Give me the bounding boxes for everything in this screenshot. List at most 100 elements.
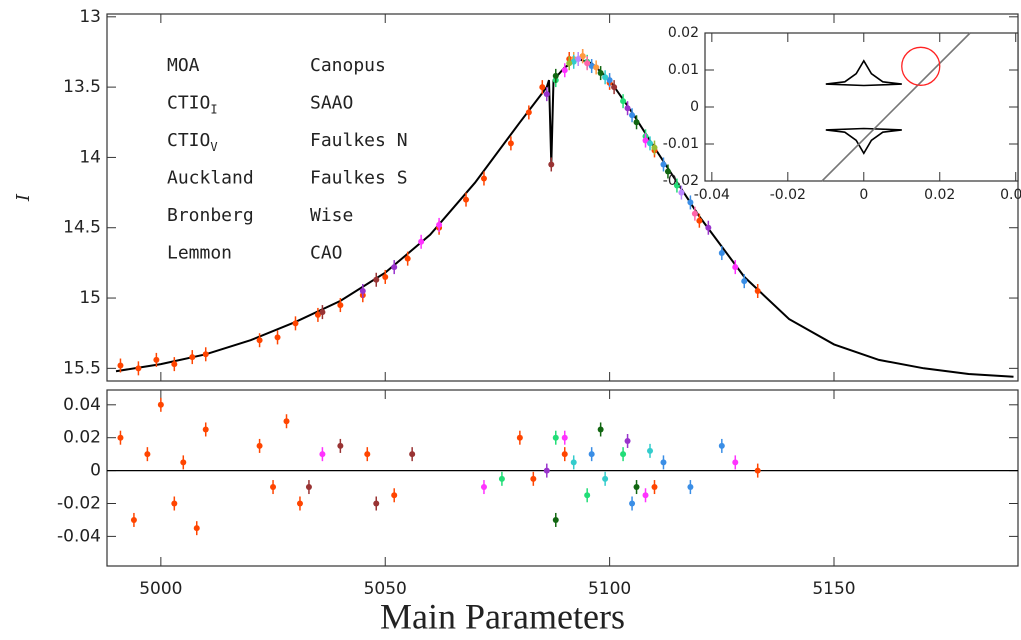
data-point <box>364 451 371 458</box>
legend-text: CTIO <box>167 130 210 151</box>
data-point <box>373 276 380 283</box>
y-tick-label: 14.5 <box>63 218 101 238</box>
data-point <box>117 362 124 369</box>
data-point <box>539 84 546 91</box>
data-point <box>629 500 636 507</box>
data-point <box>189 354 196 361</box>
x-tick-label: -0.02 <box>770 187 806 203</box>
legend-label: MOA <box>167 55 200 76</box>
data-point <box>660 161 667 168</box>
x-tick-label: 5150 <box>812 579 855 599</box>
data-point <box>575 55 582 62</box>
series-line <box>825 127 902 155</box>
data-point <box>180 459 187 466</box>
data-point <box>418 238 425 245</box>
data-point <box>552 516 559 523</box>
data-point <box>382 273 389 280</box>
legend-label: Lemmon <box>167 243 232 264</box>
data-point <box>498 475 505 482</box>
legend-label: Auckland <box>167 168 254 189</box>
data-point <box>718 442 725 449</box>
data-point <box>543 467 550 474</box>
x-tick-label: 0.04 <box>1000 187 1021 203</box>
x-tick-label: 5050 <box>364 579 407 599</box>
data-point <box>597 426 604 433</box>
y-tick-label: 13.5 <box>63 77 101 97</box>
data-point <box>436 221 443 228</box>
data-point <box>193 525 200 532</box>
legend-text: Lemmon <box>167 243 232 264</box>
data-point <box>754 467 761 474</box>
y-tick-label: 0.01 <box>668 62 699 78</box>
legend-text: CTIO <box>167 93 210 114</box>
y-tick-label: 15.5 <box>63 358 101 378</box>
y-tick-label: 0 <box>690 99 699 115</box>
series-line <box>825 59 902 87</box>
y-tick-label: 0 <box>90 461 101 481</box>
data-point <box>561 451 568 458</box>
data-point <box>741 278 748 285</box>
data-point <box>153 356 160 363</box>
x-tick-label: 0.02 <box>924 187 955 203</box>
data-point <box>570 459 577 466</box>
data-point <box>624 105 631 112</box>
data-point <box>202 426 209 433</box>
legend-text: MOA <box>167 55 200 76</box>
data-point <box>673 182 680 189</box>
data-point <box>611 84 618 91</box>
data-point <box>270 484 277 491</box>
data-point <box>256 442 263 449</box>
data-point <box>642 137 649 144</box>
data-point <box>171 361 178 368</box>
y-axis-label: I <box>13 193 34 202</box>
x-tick-label: 5000 <box>139 579 182 599</box>
plot-frame <box>704 32 1019 182</box>
data-point <box>561 434 568 441</box>
legend-text: Faulkes N <box>310 130 408 151</box>
y-tick-label: -0.02 <box>57 493 101 513</box>
legend-text: Auckland <box>167 168 254 189</box>
data-point <box>651 484 658 491</box>
data-point <box>754 288 761 295</box>
data-point <box>157 401 164 408</box>
y-tick-label: 0.02 <box>668 25 699 41</box>
data-point <box>202 351 209 358</box>
data-point <box>552 72 559 79</box>
data-point <box>480 484 487 491</box>
data-point <box>530 475 537 482</box>
data-point <box>620 98 627 105</box>
data-point <box>409 451 416 458</box>
data-point <box>691 210 698 217</box>
x-tick-label: -0.04 <box>694 187 730 203</box>
data-point <box>463 196 470 203</box>
data-point <box>319 309 326 316</box>
data-point <box>171 500 178 507</box>
data-point <box>507 140 514 147</box>
legend-label: CTIOV <box>167 130 218 154</box>
y-tick-label: -0.02 <box>663 173 699 189</box>
x-tick-label: 5100 <box>588 579 631 599</box>
x-tick-label: 0 <box>859 187 868 203</box>
data-point <box>292 320 299 327</box>
data-point <box>543 91 550 98</box>
data-point <box>696 217 703 224</box>
legend-label: Faulkes S <box>310 168 408 189</box>
data-point <box>593 64 600 71</box>
source-circle <box>901 46 941 86</box>
legend-subscript: V <box>210 140 217 154</box>
y-tick-label: -0.01 <box>663 136 699 152</box>
y-tick-label: 0.04 <box>63 395 101 415</box>
legend-text: Canopus <box>310 55 386 76</box>
legend-text: Wise <box>310 205 353 226</box>
x-axis-label: Main Parameters <box>380 596 625 636</box>
plot-frame <box>106 389 1019 567</box>
data-point <box>552 434 559 441</box>
y-tick-label: 13 <box>79 7 101 27</box>
legend-label: Canopus <box>310 55 386 76</box>
data-point <box>525 109 532 116</box>
data-point <box>647 140 654 147</box>
legend-text: Bronberg <box>167 205 254 226</box>
legend-label: Faulkes N <box>310 130 408 151</box>
legend-text: Faulkes S <box>310 168 408 189</box>
data-point <box>602 475 609 482</box>
